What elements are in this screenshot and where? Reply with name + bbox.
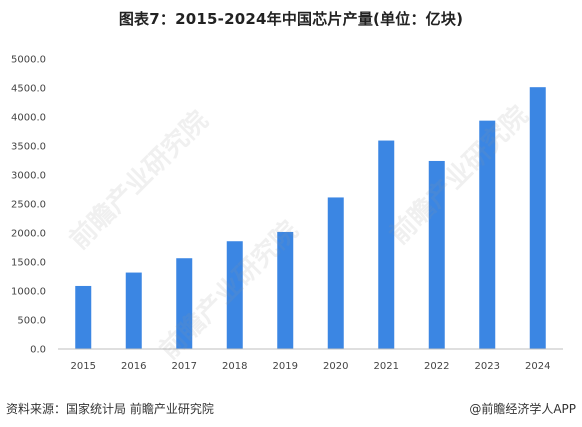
bar-2022 [428, 160, 445, 349]
y-tick-label: 5000.0 [11, 55, 46, 66]
bar-2018 [226, 241, 243, 349]
bars [75, 87, 546, 350]
y-tick-label: 1000.0 [11, 287, 46, 298]
x-tick-label: 2024 [525, 361, 550, 372]
x-tick-label: 2015 [71, 361, 96, 372]
bar-2020 [327, 197, 344, 349]
x-tick-label: 2016 [121, 361, 146, 372]
x-tick-label: 2021 [374, 361, 399, 372]
x-tick-label: 2023 [475, 361, 500, 372]
y-tick-label: 2000.0 [11, 229, 46, 240]
x-tick-label: 2017 [172, 361, 197, 372]
y-tick-label: 1500.0 [11, 258, 46, 269]
bar-2019 [277, 231, 294, 349]
bar-2023 [479, 120, 496, 350]
y-tick-label: 0.0 [30, 345, 46, 356]
y-tick-label: 500.0 [17, 316, 46, 327]
y-axis-ticks: 0.0 500.0 1000.0 1500.0 2000.0 2500.0 3000.0 35… [11, 55, 46, 356]
y-tick-label: 3500.0 [11, 142, 46, 153]
x-tick-label: 2019 [273, 361, 298, 372]
bar-2024 [529, 87, 546, 350]
x-tick-label: 2020 [323, 361, 348, 372]
y-tick-label: 3000.0 [11, 171, 46, 182]
x-tick-label: 2022 [424, 361, 449, 372]
x-tick-label: 2018 [222, 361, 247, 372]
bar-2021 [378, 140, 395, 349]
y-tick-label: 4000.0 [11, 113, 46, 124]
x-axis-ticks: 2015 2016 2017 2018 2019 2020 2021 2022 2023 2024 [71, 361, 551, 372]
y-tick-label: 2500.0 [11, 200, 46, 211]
bar-2017 [176, 258, 193, 349]
bar-2016 [125, 272, 142, 349]
y-tick-label: 4500.0 [11, 84, 46, 95]
source-note: 资料来源：国家统计局 前瞻产业研究院 [6, 402, 214, 416]
chart-title: 图表7：2015-2024年中国芯片产量(单位：亿块) [118, 10, 464, 28]
credit-note: @前瞻经济学人APP [469, 402, 576, 416]
bar-2015 [75, 285, 92, 349]
